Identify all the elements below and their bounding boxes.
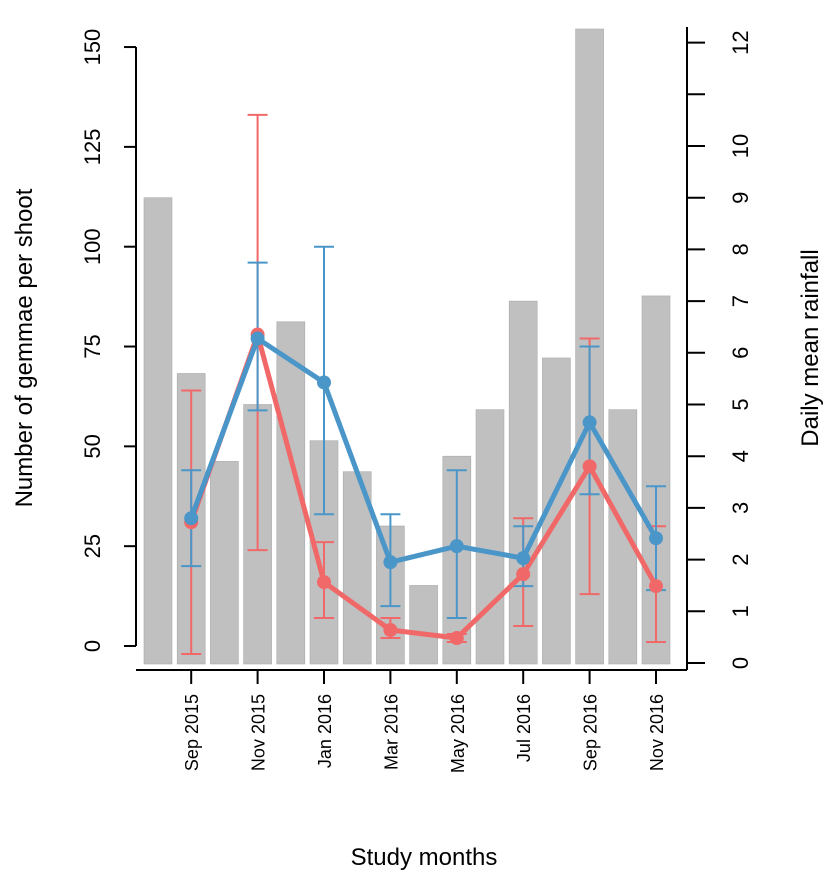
- y2-tick-label: 9: [728, 192, 753, 204]
- x-axis-label: Study months: [351, 844, 498, 871]
- y2-tick-label: 6: [728, 347, 753, 359]
- y-tick-label: 25: [80, 534, 105, 558]
- data-point: [383, 623, 398, 638]
- data-point: [317, 375, 331, 390]
- y2-axis-label: Daily mean rainfall: [797, 249, 824, 446]
- series-line-blue: [188, 336, 659, 565]
- x-tick-label: Mar 2016: [381, 694, 401, 770]
- x-tick-label: Jan 2016: [315, 694, 335, 768]
- x-tick-label: Sep 2015: [182, 694, 202, 771]
- y-tick-label: 100: [80, 228, 105, 265]
- y2-tick-label: 8: [728, 243, 753, 255]
- series-line-red: [188, 332, 659, 641]
- y2-tick-label: 0: [728, 657, 753, 669]
- y2-tick-label: 7: [728, 295, 753, 307]
- y-axis-label: Number of gemmae per shoot: [11, 188, 38, 507]
- data-point: [250, 331, 265, 346]
- x-tick-label: May 2016: [448, 694, 468, 773]
- data-point: [516, 551, 531, 566]
- y2-tick-label: 3: [728, 502, 753, 514]
- x-tick-label: Jul 2016: [514, 694, 534, 762]
- rainfall-bar: [143, 197, 173, 665]
- data-point: [649, 531, 663, 546]
- data-point: [649, 579, 663, 594]
- rainfall-bar: [409, 585, 438, 665]
- y-tick-label: 50: [80, 434, 105, 458]
- data-point: [317, 575, 331, 590]
- y2-tick-label: 2: [728, 553, 753, 565]
- data-point: [449, 631, 464, 646]
- y-tick-label: 75: [80, 334, 105, 358]
- data-point: [184, 511, 199, 526]
- rainfall-bar: [542, 357, 571, 665]
- y2-tick-label: 10: [728, 134, 753, 158]
- x-tick-label: Nov 2015: [249, 694, 269, 771]
- data-point: [582, 415, 597, 430]
- x-tick-label: Sep 2016: [581, 694, 601, 771]
- y2-tick-label: 1: [728, 605, 753, 617]
- y2-tick-label: 4: [728, 450, 753, 462]
- y-tick-label: 125: [80, 129, 105, 166]
- rainfall-bar: [475, 409, 505, 665]
- rainfall-bar: [210, 461, 239, 665]
- rainfall-bar: [608, 409, 638, 665]
- y2-tick-label: 12: [728, 30, 753, 54]
- y-tick-label: 0: [80, 640, 105, 652]
- y-tick-label: 150: [80, 29, 105, 66]
- data-point: [383, 555, 398, 570]
- data-point: [582, 459, 597, 474]
- y2-tick-label: 5: [728, 398, 753, 410]
- data-point: [516, 567, 531, 582]
- x-tick-label: Nov 2016: [647, 694, 667, 771]
- data-point: [449, 539, 464, 554]
